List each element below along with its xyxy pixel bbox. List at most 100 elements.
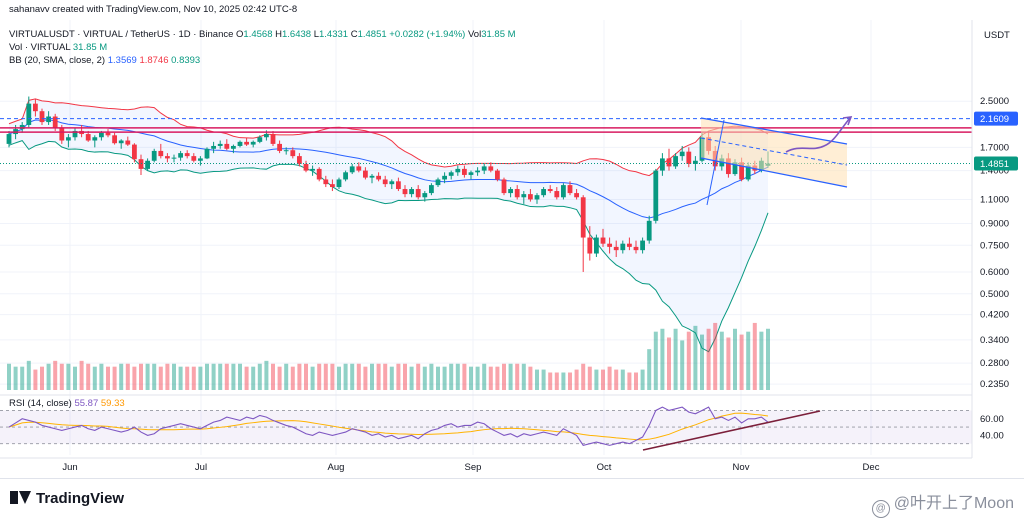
volume-bar xyxy=(218,363,223,390)
bb-upper-value: 1.8746 xyxy=(139,55,169,66)
volume-bar xyxy=(601,369,605,390)
price-tick-label: 0.4200 xyxy=(980,310,1009,321)
candle-body xyxy=(666,158,672,167)
volume-bar xyxy=(356,363,361,390)
volume-bar xyxy=(766,328,770,390)
candle-body xyxy=(415,189,421,198)
volume-bar xyxy=(46,363,51,390)
candle-body xyxy=(39,111,45,123)
candle-body xyxy=(118,140,124,144)
rsi-tick-label: 60.00 xyxy=(980,414,1004,425)
volume-bar xyxy=(119,363,124,390)
candle-body xyxy=(105,132,111,136)
candle-body xyxy=(290,150,296,157)
rsi-ma-value: 59.33 xyxy=(100,398,125,409)
candle-body xyxy=(145,160,150,169)
chart-credit: sahanavv created with TradingView.com, N… xyxy=(9,4,298,15)
volume-bar xyxy=(337,366,341,390)
price-tick-label: 0.6000 xyxy=(980,267,1009,278)
time-tick-label: Dec xyxy=(863,462,880,473)
time-tick-label: Sep xyxy=(465,462,482,473)
volume-bar xyxy=(449,363,454,390)
volume-bar xyxy=(436,366,440,390)
volume-bar xyxy=(59,363,64,390)
candle-body xyxy=(343,172,348,180)
volume-bar xyxy=(502,363,506,390)
candle-body xyxy=(250,141,256,145)
volume-bar xyxy=(389,366,394,390)
channel-upper-line xyxy=(700,117,848,145)
volume-bar xyxy=(343,363,348,390)
tradingview-logo[interactable]: TradingView xyxy=(10,490,124,507)
volume-bar xyxy=(409,366,414,390)
volume-bar xyxy=(257,363,262,390)
candle-body xyxy=(468,172,474,175)
volume-bar xyxy=(508,363,513,390)
symbol-legend: VIRTUALUSDT · VIRTUAL / TetherUS · 1D · … xyxy=(9,29,516,40)
candle-body xyxy=(580,197,586,238)
volume-bar xyxy=(310,366,315,390)
time-tick-label: Aug xyxy=(328,462,345,473)
candle-body xyxy=(303,163,309,171)
candle-body xyxy=(363,170,368,178)
volume-legend: Vol · VIRTUAL 31.85 M xyxy=(9,42,108,53)
candle-body xyxy=(264,134,269,138)
volume-bar xyxy=(330,363,335,390)
candle-body xyxy=(534,195,540,200)
volume-bar xyxy=(594,369,599,390)
time-tick-label: Jun xyxy=(62,462,77,473)
candle-body xyxy=(191,156,197,161)
volume-bar xyxy=(92,366,97,390)
candle-body xyxy=(594,237,599,254)
candle-body xyxy=(396,181,401,190)
volume-bar xyxy=(13,366,18,390)
candle-body xyxy=(660,158,665,171)
volume-bar xyxy=(317,363,322,390)
chart-grid xyxy=(0,20,972,455)
volume-bar xyxy=(647,349,652,390)
candle-body xyxy=(653,170,659,221)
candle-body xyxy=(528,194,533,200)
candle-body xyxy=(237,141,243,146)
candle-body xyxy=(376,175,381,180)
level-price-label-bg xyxy=(974,111,1018,126)
volume-bar xyxy=(178,366,183,390)
volume-bar xyxy=(554,372,559,390)
candle-body xyxy=(495,170,500,180)
watermark: @ @叶开上了Moon xyxy=(871,489,1014,518)
bb-legend: BB (20, SMA, close, 2) 1.3569 1.8746 0.8… xyxy=(9,55,201,66)
last-price-label-bg xyxy=(974,156,1018,171)
volume-bar xyxy=(541,369,546,390)
volume-bar xyxy=(429,363,434,390)
volume-bar xyxy=(185,366,190,390)
volume-bar xyxy=(198,366,203,390)
price-axis: 2.5000 1.7000 1.4000 1.1000 0.9000 0.7500 0.60… xyxy=(971,20,1018,458)
price-tick-label: 0.3400 xyxy=(980,335,1009,346)
price-chart[interactable]: 2.5000 1.7000 1.4000 1.1000 0.9000 0.7500 0.60… xyxy=(0,0,1024,478)
candle-body xyxy=(521,194,527,198)
candle-body xyxy=(561,185,566,198)
candle-body xyxy=(475,170,480,173)
candle-body xyxy=(217,143,223,146)
price-tick-label: 0.7500 xyxy=(980,240,1009,251)
candle-body xyxy=(151,150,157,161)
currency-label: USDT xyxy=(984,30,1010,41)
candle-body xyxy=(422,193,428,198)
candle-body xyxy=(92,137,98,141)
candle-body xyxy=(316,168,322,180)
candle-body xyxy=(455,168,461,173)
volume-bar xyxy=(224,363,229,390)
candle-body xyxy=(211,145,216,149)
candle-body xyxy=(640,240,645,251)
volume-bar xyxy=(40,366,44,390)
price-tick-label: 0.2350 xyxy=(980,379,1009,390)
volume-bar xyxy=(455,363,460,390)
volume-bar xyxy=(264,360,269,390)
rsi-trendline xyxy=(642,410,821,451)
rsi-legend: RSI (14, close) 55.87 59.33 xyxy=(9,398,125,409)
candle-body xyxy=(554,191,560,198)
volume-bar xyxy=(297,363,302,390)
candle-body xyxy=(600,237,606,244)
volume-value: 31.85 M xyxy=(481,29,516,40)
volume-bar xyxy=(686,331,691,390)
